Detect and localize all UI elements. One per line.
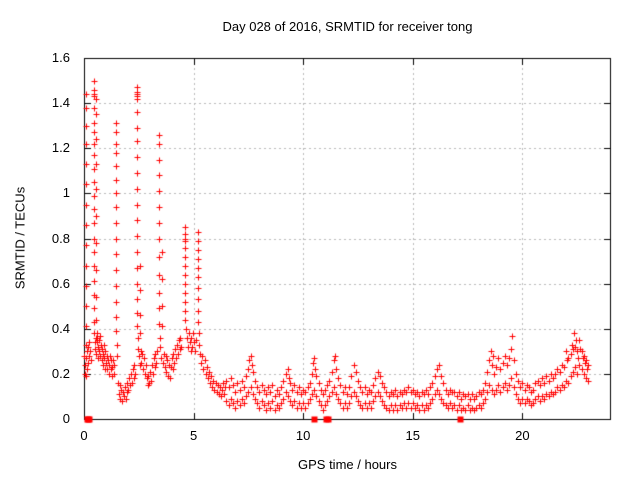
x-tick-label-10: 10	[295, 428, 311, 443]
y-tick-label-0: 0	[62, 411, 70, 426]
x-axis-label: GPS time / hours	[298, 457, 397, 472]
y-tick-label-1: 1	[62, 185, 70, 201]
y-tick-label-0.6: 0.6	[51, 275, 70, 291]
chart-title: Day 028 of 2016, SRMTID for receiver ton…	[222, 19, 473, 34]
x-tick-label-0: 0	[80, 428, 88, 443]
x-tick-label-15: 15	[405, 428, 420, 443]
x-tick-label-20: 20	[515, 428, 530, 443]
y-tick-label-1.4: 1.4	[51, 95, 70, 111]
y-tick-label-0.8: 0.8	[51, 230, 70, 246]
y-tick-label-0.4: 0.4	[51, 320, 70, 336]
y-tick-label-0.2: 0.2	[51, 365, 70, 381]
x-tick-label-5: 5	[189, 428, 198, 443]
y-tick-label-1.6: 1.6	[51, 50, 70, 65]
y-tick-label-1.2: 1.2	[51, 140, 70, 156]
